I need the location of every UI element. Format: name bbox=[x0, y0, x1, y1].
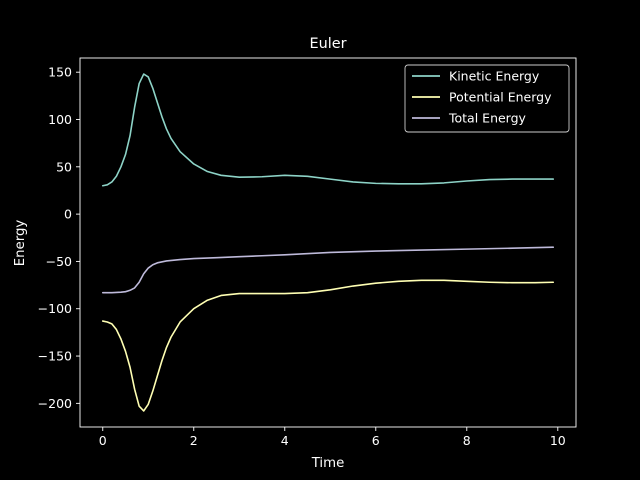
x-tick-label: 8 bbox=[463, 433, 471, 448]
kinetic-energy-line bbox=[101, 73, 555, 187]
legend-box bbox=[404, 64, 570, 133]
legend-label-total: Total Energy bbox=[448, 111, 527, 126]
x-tick-label: 10 bbox=[550, 433, 566, 448]
x-tick-label: 0 bbox=[99, 433, 107, 448]
total-energy-line bbox=[101, 246, 555, 294]
legend: Kinetic Energy Potential Energy Total En… bbox=[404, 64, 570, 133]
y-tick-label: −200 bbox=[38, 396, 72, 411]
potential-energy-line bbox=[101, 279, 555, 412]
chart-title: Euler bbox=[310, 36, 347, 52]
x-tick-label: 4 bbox=[281, 433, 289, 448]
y-tick-label: 100 bbox=[48, 112, 72, 127]
legend-label-kinetic: Kinetic Energy bbox=[449, 69, 540, 84]
legend-label-potential: Potential Energy bbox=[449, 90, 552, 105]
y-tick-label: −100 bbox=[38, 301, 72, 316]
y-tick-label: −150 bbox=[38, 349, 72, 364]
x-axis-label: Time bbox=[311, 456, 345, 471]
y-tick-label: 50 bbox=[56, 159, 72, 174]
y-tick-label: 150 bbox=[48, 65, 72, 80]
y-tick-label: −50 bbox=[46, 254, 72, 269]
x-axis: 0 2 4 6 8 10 bbox=[99, 427, 566, 448]
y-axis-label: Energy bbox=[13, 220, 28, 267]
x-tick-label: 2 bbox=[190, 433, 198, 448]
x-tick-label: 6 bbox=[372, 433, 380, 448]
y-axis: 150 100 50 0 −50 −100 −150 −200 bbox=[38, 65, 80, 411]
y-tick-label: 0 bbox=[64, 207, 72, 222]
plot-frame bbox=[79, 57, 577, 428]
series-layer bbox=[101, 73, 555, 412]
